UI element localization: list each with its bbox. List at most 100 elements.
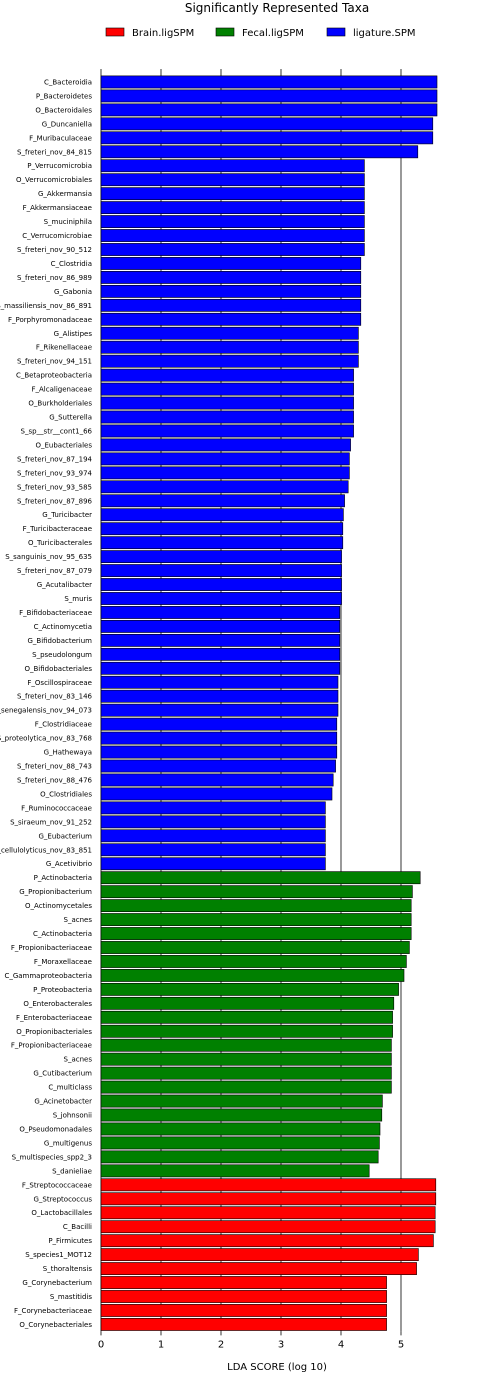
bar [100, 1010, 393, 1024]
bar-label: F_Bifidobacteriaceae [19, 609, 92, 617]
bar-label: G_Acutalibacter [37, 581, 92, 589]
bar [100, 661, 341, 675]
bar-label: S_freteri_nov_87_194 [17, 455, 92, 463]
bar [100, 89, 438, 103]
bar [100, 1080, 392, 1094]
bar-label: F_Oscillospiraceae [27, 679, 92, 687]
bar-label: O_Propionibacteriales [16, 1028, 92, 1036]
bar-label: F_Akkermansiaceae [23, 204, 92, 212]
bar-label: S_freteri_nov_93_974 [17, 469, 92, 477]
x-tick-label: 3 [278, 1339, 284, 1350]
bar-label: G_Acetivibrio [46, 860, 92, 868]
bar-label: C_multiclass [48, 1084, 92, 1092]
bar-label: F_Propionibacteriaceae [11, 944, 92, 952]
bar [100, 173, 365, 187]
x-tick-label: 0 [98, 1339, 104, 1350]
x-tick-label: 4 [338, 1339, 344, 1350]
bar-label: O_Actinomycetales [25, 902, 92, 910]
bar [100, 1024, 393, 1038]
bar-label: O_Lactobacillales [31, 1209, 92, 1217]
bar [100, 1066, 392, 1080]
bar [100, 801, 326, 815]
bar-label: F_Ruminococcaceae [21, 804, 92, 812]
bar-label: S_freteri_nov_83_146 [17, 693, 92, 701]
bar [100, 1290, 387, 1303]
bar-label: S_muciniphila [44, 218, 92, 226]
bar [100, 941, 410, 954]
bar-label: G_Streptococcus [33, 1195, 92, 1203]
bar-label: F_Moraxellaceae [34, 958, 92, 966]
bar [100, 745, 338, 759]
bar [100, 1276, 387, 1289]
bar-label: O_Enterobacterales [23, 1000, 92, 1008]
bar [100, 689, 339, 703]
bar [100, 1038, 392, 1052]
bar [100, 1318, 387, 1331]
bar [100, 326, 359, 340]
bar [100, 438, 351, 452]
bar-label: G_multigenus [44, 1139, 92, 1147]
bar-label: S_freteri_nov_84_815 [17, 148, 92, 156]
bar-label: C_Verrucomicrobiae [22, 232, 92, 240]
bar-label: P_Proteobacteria [33, 986, 92, 994]
bar [100, 117, 434, 131]
bar [100, 75, 438, 89]
bar-label: S_proteolytica_nov_83_768 [0, 735, 92, 743]
bar-label: F_Muribaculaceae [29, 134, 92, 142]
bar [100, 899, 412, 913]
bar [100, 829, 326, 843]
bar-label: P_Firmicutes [48, 1237, 92, 1245]
bar-label: S_mastitidis [50, 1293, 92, 1301]
bar [100, 815, 326, 829]
bar-label: G_Duncaniella [42, 120, 92, 128]
bar [100, 1150, 379, 1164]
bar [100, 731, 338, 745]
bar [100, 201, 365, 215]
bar-label: S_siraeum_nov_91_252 [10, 818, 92, 826]
bar [100, 508, 344, 522]
bar-label: G_Propionibacterium [19, 888, 92, 896]
bar [100, 1220, 436, 1234]
bar [100, 857, 326, 871]
bar-label: F_Propionibacteriaceae [11, 1042, 92, 1050]
bar [100, 633, 341, 647]
bar-label: S_acnes [64, 1056, 93, 1064]
bar-label: O_Pseudomonadales [19, 1125, 92, 1133]
bar [100, 1108, 383, 1122]
bar [100, 187, 365, 201]
chart-title: Significantly Represented Taxa [185, 1, 369, 15]
bar-label: O_Bifidobacteriales [24, 665, 92, 673]
bar-label: F_Rikenellaceae [36, 344, 92, 352]
bar [100, 340, 359, 354]
bar-label: O_Bacteroidales [35, 106, 92, 114]
x-tick-label: 2 [218, 1339, 224, 1350]
bar [100, 1248, 419, 1262]
bar [100, 578, 342, 591]
bar-label: O_Burkholderiales [28, 400, 92, 408]
bar [100, 1164, 370, 1178]
legend-swatch-ligature [326, 27, 346, 37]
bar [100, 703, 339, 717]
bar-label: S_freteri_nov_94_151 [17, 358, 92, 366]
bar-label: G_Cutibacterium [33, 1070, 92, 1078]
bar-label: O_Turicibacterales [28, 539, 92, 547]
bar-label: S_freteri_nov_93_585 [17, 483, 92, 491]
bar [100, 1094, 383, 1108]
bar-label: G_Hathewaya [44, 749, 92, 757]
bar-label: G_Turicibacter [42, 511, 92, 519]
bar-label: P_Bacteroidetes [36, 92, 92, 100]
legend-label-brain: Brain.ligSPM [132, 28, 194, 39]
bar-label: O_Corynebacteriales [19, 1321, 92, 1329]
bar [100, 536, 344, 550]
bar-label: G_Eubacterium [39, 832, 93, 840]
bar-label: S_muris [64, 595, 92, 603]
bar [100, 145, 419, 159]
bar [100, 969, 405, 982]
bar [100, 1192, 437, 1206]
bar-label: F_Enterobacteriaceae [16, 1014, 92, 1022]
bar [100, 131, 434, 145]
bar-label: S_freteri_nov_87_079 [17, 567, 92, 575]
bar-label: F_Streptococcaceae [22, 1181, 92, 1189]
bar [100, 1178, 437, 1192]
